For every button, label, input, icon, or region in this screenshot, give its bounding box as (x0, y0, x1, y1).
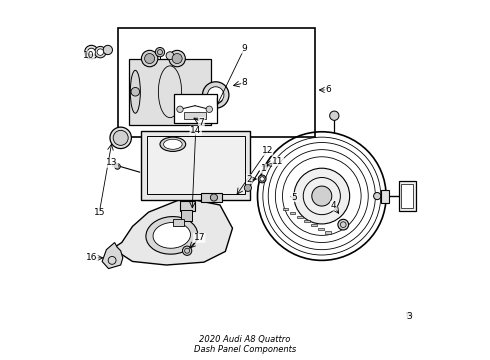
Bar (173, 219, 184, 226)
Circle shape (294, 168, 350, 224)
Text: 2020 Audi A8 Quattro
Dash Panel Components: 2020 Audi A8 Quattro Dash Panel Componen… (194, 335, 296, 354)
Text: 12: 12 (262, 146, 273, 155)
Text: 2: 2 (246, 175, 252, 184)
Bar (318, 228, 324, 230)
Circle shape (373, 193, 381, 200)
Circle shape (145, 54, 155, 64)
Text: 9: 9 (242, 44, 247, 53)
Ellipse shape (153, 222, 191, 248)
Bar (283, 208, 288, 210)
Polygon shape (115, 198, 232, 265)
Ellipse shape (160, 137, 186, 152)
Circle shape (115, 163, 121, 169)
Bar (147, 136, 245, 194)
Circle shape (166, 52, 174, 60)
Bar (311, 224, 317, 226)
Circle shape (155, 48, 165, 57)
Circle shape (103, 45, 113, 55)
Bar (297, 216, 302, 218)
Bar (304, 220, 310, 222)
Circle shape (338, 219, 348, 230)
Bar (325, 231, 331, 234)
Bar (401, 184, 413, 208)
Circle shape (245, 184, 251, 192)
Text: 1: 1 (261, 164, 267, 173)
Text: 17: 17 (194, 233, 205, 242)
Bar (142, 131, 250, 200)
Bar (201, 193, 222, 202)
Bar (290, 212, 295, 214)
Text: 3: 3 (406, 312, 412, 321)
Circle shape (110, 127, 131, 149)
Bar (398, 181, 416, 211)
Circle shape (206, 106, 213, 112)
Circle shape (169, 50, 185, 67)
Circle shape (260, 177, 264, 181)
Text: 11: 11 (272, 157, 284, 166)
Circle shape (95, 46, 106, 58)
Circle shape (258, 175, 266, 183)
Circle shape (330, 111, 339, 120)
Circle shape (207, 87, 224, 103)
Bar (381, 190, 389, 203)
Circle shape (210, 194, 218, 201)
Ellipse shape (130, 70, 140, 113)
Circle shape (113, 130, 128, 145)
Text: 8: 8 (242, 78, 247, 87)
Text: 13: 13 (106, 158, 118, 167)
Circle shape (172, 54, 182, 64)
Ellipse shape (146, 217, 197, 254)
Bar (184, 112, 206, 119)
Polygon shape (102, 243, 123, 269)
Circle shape (97, 49, 103, 55)
Text: 10: 10 (83, 51, 94, 60)
Text: 16: 16 (86, 253, 98, 262)
Text: 4: 4 (331, 201, 337, 210)
Bar (181, 210, 192, 221)
Bar (118, 28, 315, 137)
Text: 15: 15 (94, 208, 105, 217)
Circle shape (312, 186, 332, 206)
Text: 5: 5 (292, 193, 297, 202)
Ellipse shape (164, 139, 182, 149)
Circle shape (182, 246, 192, 255)
Text: 14: 14 (190, 126, 201, 135)
Circle shape (142, 50, 158, 67)
Circle shape (202, 82, 229, 108)
Bar (129, 59, 211, 125)
Circle shape (85, 45, 98, 59)
Text: 7: 7 (198, 118, 204, 127)
Bar (180, 201, 195, 211)
Text: 6: 6 (325, 85, 331, 94)
Circle shape (177, 106, 183, 112)
Bar (174, 94, 217, 123)
Circle shape (131, 87, 140, 96)
Circle shape (88, 48, 96, 56)
